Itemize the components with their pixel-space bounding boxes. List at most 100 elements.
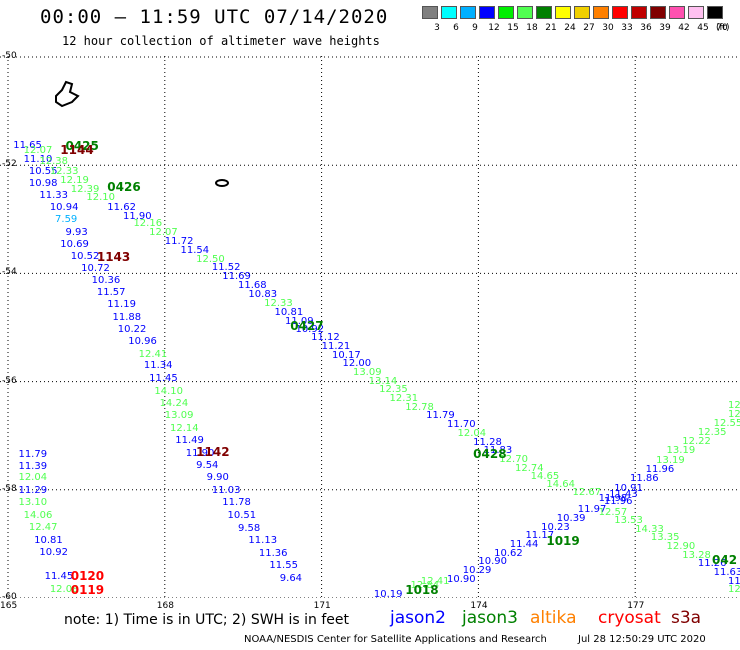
wave-height-value: 10.69 xyxy=(60,239,89,251)
wave-height-value: 11.97 xyxy=(577,504,607,516)
wave-height-value: 11.44 xyxy=(509,538,539,550)
wave-height-value: 7.59 xyxy=(55,214,78,226)
wave-height-value: 10.81 xyxy=(34,534,63,546)
lat-tick-label: -50 xyxy=(2,51,17,61)
legend-swatch xyxy=(422,6,438,19)
wave-height-value: 12.07 xyxy=(149,226,178,238)
wave-height-value: 13.19 xyxy=(666,445,696,457)
wave-height-value: 12.50 xyxy=(196,253,225,265)
wave-height-value: 11.34 xyxy=(143,360,173,372)
wave-height-value: 12.90 xyxy=(666,541,696,553)
wave-height-value: 12.08 xyxy=(49,583,79,595)
wave-height-value: 12.33 xyxy=(49,165,79,177)
wave-height-value: 11.12 xyxy=(311,332,340,344)
wave-height-value: 12.04 xyxy=(18,472,48,484)
track-time-label: 1144 xyxy=(60,143,94,158)
wave-height-value: 11.03 xyxy=(211,484,241,496)
wave-height-value: 11.79 xyxy=(426,410,455,422)
wave-height-value: 11.96 xyxy=(603,495,633,507)
wave-height-value: 11.65 xyxy=(13,140,42,152)
track-time-label: 0120 xyxy=(70,569,105,584)
wave-height-value: 11.72 xyxy=(164,236,194,248)
wave-height-value: 12.33 xyxy=(728,409,740,421)
lat-tick-label: -56 xyxy=(2,375,17,386)
wave-height-value: 9.90 xyxy=(206,472,229,484)
wave-height-value: 10.72 xyxy=(81,263,110,275)
wave-height-value: 11.62 xyxy=(107,202,136,214)
wave-height-value: 10.98 xyxy=(28,177,58,189)
satellite-cryosat: cryosat xyxy=(598,608,661,628)
track-time-label: 1143 xyxy=(96,250,131,265)
legend-swatch xyxy=(498,6,514,19)
credit-line: NOAA/NESDIS Center for Satellite Applica… xyxy=(244,634,547,645)
wave-height-value: 10.90 xyxy=(478,556,508,568)
wave-height-value: 11.96 xyxy=(645,463,675,475)
satellite-jason3: jason3 xyxy=(462,608,518,628)
legend-level: 21 xyxy=(545,23,557,33)
legend-swatch xyxy=(650,6,666,19)
wave-height-value: 12.22 xyxy=(682,436,711,448)
lon-tick-label: 168 xyxy=(156,601,174,611)
wave-height-value: 12.38 xyxy=(39,156,68,168)
wave-height-value: 12.70 xyxy=(499,454,528,466)
wave-height-value: 11.13 xyxy=(248,535,278,547)
legend-swatch xyxy=(517,6,533,19)
lat-tick-label: -54 xyxy=(2,267,17,278)
wave-height-value: 10.23 xyxy=(541,521,570,533)
wave-height-value: 12.31 xyxy=(389,392,419,404)
wave-height-value: 12.78 xyxy=(405,401,434,413)
wave-height-value: 11.45 xyxy=(44,571,74,583)
footnote: note: 1) Time is in UTC; 2) SWH is in fe… xyxy=(64,612,350,628)
wave-height-value: 11.70 xyxy=(447,418,476,430)
legend-level: 18 xyxy=(526,23,538,33)
map-title: 00:00 – 11:59 UTC 07/14/2020 xyxy=(40,6,389,28)
wave-height-value: 14.65 xyxy=(530,471,560,483)
wave-height-value: 10.17 xyxy=(332,349,361,361)
wave-height-value: 12.35 xyxy=(697,426,727,438)
wave-height-value: 13.09 xyxy=(352,366,382,378)
wave-height-value: 11.26 xyxy=(697,558,727,570)
lat-tick-label: -52 xyxy=(2,159,17,170)
wave-height-value: 12.33 xyxy=(264,297,293,309)
track-time-label: 0428 xyxy=(473,446,507,461)
legend-swatch xyxy=(612,6,628,19)
wave-height-value: 12.14 xyxy=(170,422,199,434)
legend-level: 36 xyxy=(640,23,652,33)
legend-level: 6 xyxy=(453,23,459,33)
wave-height-value: 12.84 xyxy=(410,580,440,592)
lon-tick-label: 177 xyxy=(627,601,645,611)
wave-height-value: 12.19 xyxy=(60,175,89,187)
legend-level: 42 xyxy=(678,23,690,33)
wave-height-value: 13.14 xyxy=(368,375,398,387)
wave-height-value: 11.19 xyxy=(107,299,136,311)
wave-height-value: 10.83 xyxy=(248,289,278,301)
legend-swatch xyxy=(574,6,590,19)
wave-height-value: 11.57 xyxy=(96,287,126,299)
track-time-label: 0425 xyxy=(65,139,99,154)
satellite-jason2: jason2 xyxy=(390,608,446,628)
wave-height-value: 14.06 xyxy=(23,509,53,521)
legend-unit: (ft) xyxy=(716,23,730,33)
lat-tick-label: -60 xyxy=(2,592,17,602)
wave-height-value: 12.16 xyxy=(133,217,163,229)
wave-height-value: 11.21 xyxy=(321,340,351,352)
wave-height-value: 10.90 xyxy=(447,573,476,585)
wave-height-value: 12.07 xyxy=(23,144,53,156)
legend-level: 45 xyxy=(697,23,709,33)
wave-height-value: 13.28 xyxy=(682,549,711,561)
generated-timestamp: Jul 28 12:50:29 UTC 2020 xyxy=(578,634,706,645)
track-time-label: 0427 xyxy=(290,319,324,334)
legend-level: 24 xyxy=(564,23,576,33)
wave-height-value: 12. xyxy=(728,399,740,411)
lon-tick-label: 174 xyxy=(470,601,488,611)
wave-height-value: 14.10 xyxy=(154,385,183,397)
wave-height-value: 10.81 xyxy=(274,306,304,318)
map-plot-area xyxy=(0,56,740,598)
track-time-label: 0426 xyxy=(107,179,141,194)
wave-height-value: 12.41 xyxy=(138,348,168,360)
wave-height-value: 11.49 xyxy=(175,435,204,447)
legend-swatch xyxy=(460,6,476,19)
wave-height-value: 11.52 xyxy=(211,261,241,273)
wave-height-value: 12.39 xyxy=(70,183,100,195)
satellite-s3a: s3a xyxy=(671,608,702,628)
